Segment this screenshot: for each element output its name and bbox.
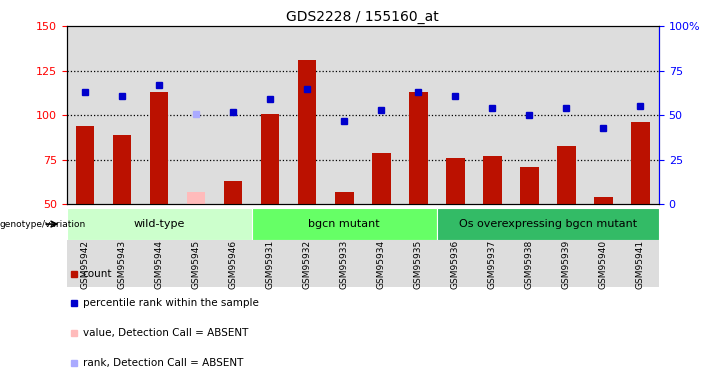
Bar <box>400 238 437 287</box>
Bar <box>409 92 428 204</box>
Text: GSM95939: GSM95939 <box>562 240 571 289</box>
Text: value, Detection Call = ABSENT: value, Detection Call = ABSENT <box>83 328 248 338</box>
Text: GSM95945: GSM95945 <box>191 240 200 289</box>
Text: GSM95936: GSM95936 <box>451 240 460 289</box>
Text: GSM95943: GSM95943 <box>118 240 127 289</box>
Bar <box>326 238 363 287</box>
Title: GDS2228 / 155160_at: GDS2228 / 155160_at <box>287 10 439 24</box>
Bar <box>67 26 104 204</box>
Bar <box>363 238 400 287</box>
Text: GSM95937: GSM95937 <box>488 240 497 289</box>
Bar <box>215 26 252 204</box>
Bar <box>511 26 548 204</box>
Text: GSM95935: GSM95935 <box>414 240 423 289</box>
Bar <box>187 192 205 204</box>
Text: GSM95942: GSM95942 <box>81 240 90 289</box>
Bar <box>400 26 437 204</box>
Bar <box>177 26 215 204</box>
Bar <box>252 238 289 287</box>
Bar <box>298 60 316 204</box>
Text: GSM95938: GSM95938 <box>525 240 534 289</box>
Text: rank, Detection Call = ABSENT: rank, Detection Call = ABSENT <box>83 358 243 368</box>
Bar <box>363 26 400 204</box>
Bar <box>177 238 215 287</box>
Bar <box>483 156 502 204</box>
Bar <box>104 26 141 204</box>
Bar <box>141 238 177 287</box>
Bar <box>437 208 659 240</box>
Bar <box>631 122 650 204</box>
Text: GSM95941: GSM95941 <box>636 240 645 289</box>
Text: GSM95940: GSM95940 <box>599 240 608 289</box>
Text: genotype/variation: genotype/variation <box>0 220 86 228</box>
Text: GSM95933: GSM95933 <box>340 240 349 289</box>
Bar <box>104 238 141 287</box>
Bar <box>622 238 659 287</box>
Bar <box>474 238 511 287</box>
Text: Os overexpressing bgcn mutant: Os overexpressing bgcn mutant <box>459 219 637 229</box>
Bar <box>289 238 326 287</box>
Bar <box>622 26 659 204</box>
Bar <box>335 192 353 204</box>
Bar <box>548 26 585 204</box>
Text: bgcn mutant: bgcn mutant <box>308 219 380 229</box>
Bar <box>594 197 613 204</box>
Text: wild-type: wild-type <box>133 219 185 229</box>
Bar <box>113 135 131 204</box>
Bar <box>437 238 474 287</box>
Bar <box>261 114 280 204</box>
Text: percentile rank within the sample: percentile rank within the sample <box>83 298 259 308</box>
Text: GSM95931: GSM95931 <box>266 240 275 289</box>
Text: GSM95944: GSM95944 <box>155 240 163 289</box>
Bar <box>215 238 252 287</box>
Text: GSM95932: GSM95932 <box>303 240 312 289</box>
Bar <box>224 181 243 204</box>
Bar <box>67 208 252 240</box>
Bar <box>76 126 95 204</box>
Bar <box>585 26 622 204</box>
Text: GSM95934: GSM95934 <box>376 240 386 289</box>
Bar <box>67 238 104 287</box>
Text: GSM95946: GSM95946 <box>229 240 238 289</box>
Bar <box>372 153 390 204</box>
Bar <box>150 92 168 204</box>
Bar <box>252 208 437 240</box>
Bar <box>585 238 622 287</box>
Bar <box>548 238 585 287</box>
Bar <box>437 26 474 204</box>
Bar <box>326 26 363 204</box>
Bar <box>474 26 511 204</box>
Bar <box>511 238 548 287</box>
Bar <box>557 146 576 204</box>
Bar <box>289 26 326 204</box>
Bar <box>446 158 465 204</box>
Bar <box>141 26 177 204</box>
Text: count: count <box>83 268 112 279</box>
Bar <box>520 167 538 204</box>
Bar <box>252 26 289 204</box>
